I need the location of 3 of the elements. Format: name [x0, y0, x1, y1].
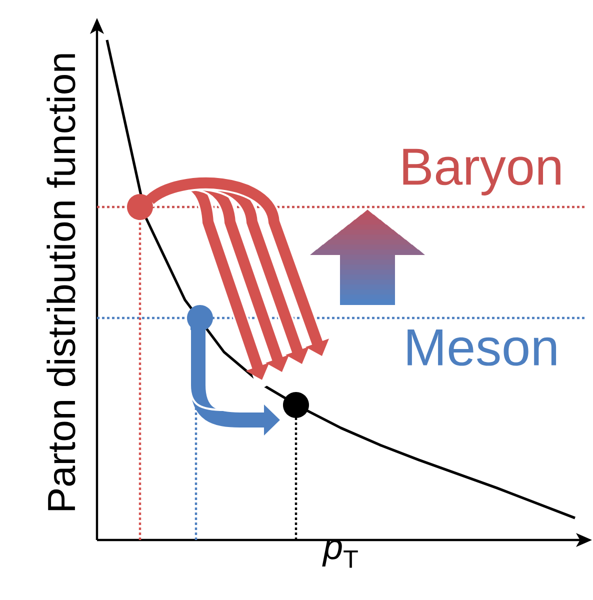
ref-line-label: Meson: [408, 330, 556, 366]
ref-line-label: Baryon: [403, 148, 560, 196]
y-axis-title: Parton distribution function: [46, 54, 76, 510]
